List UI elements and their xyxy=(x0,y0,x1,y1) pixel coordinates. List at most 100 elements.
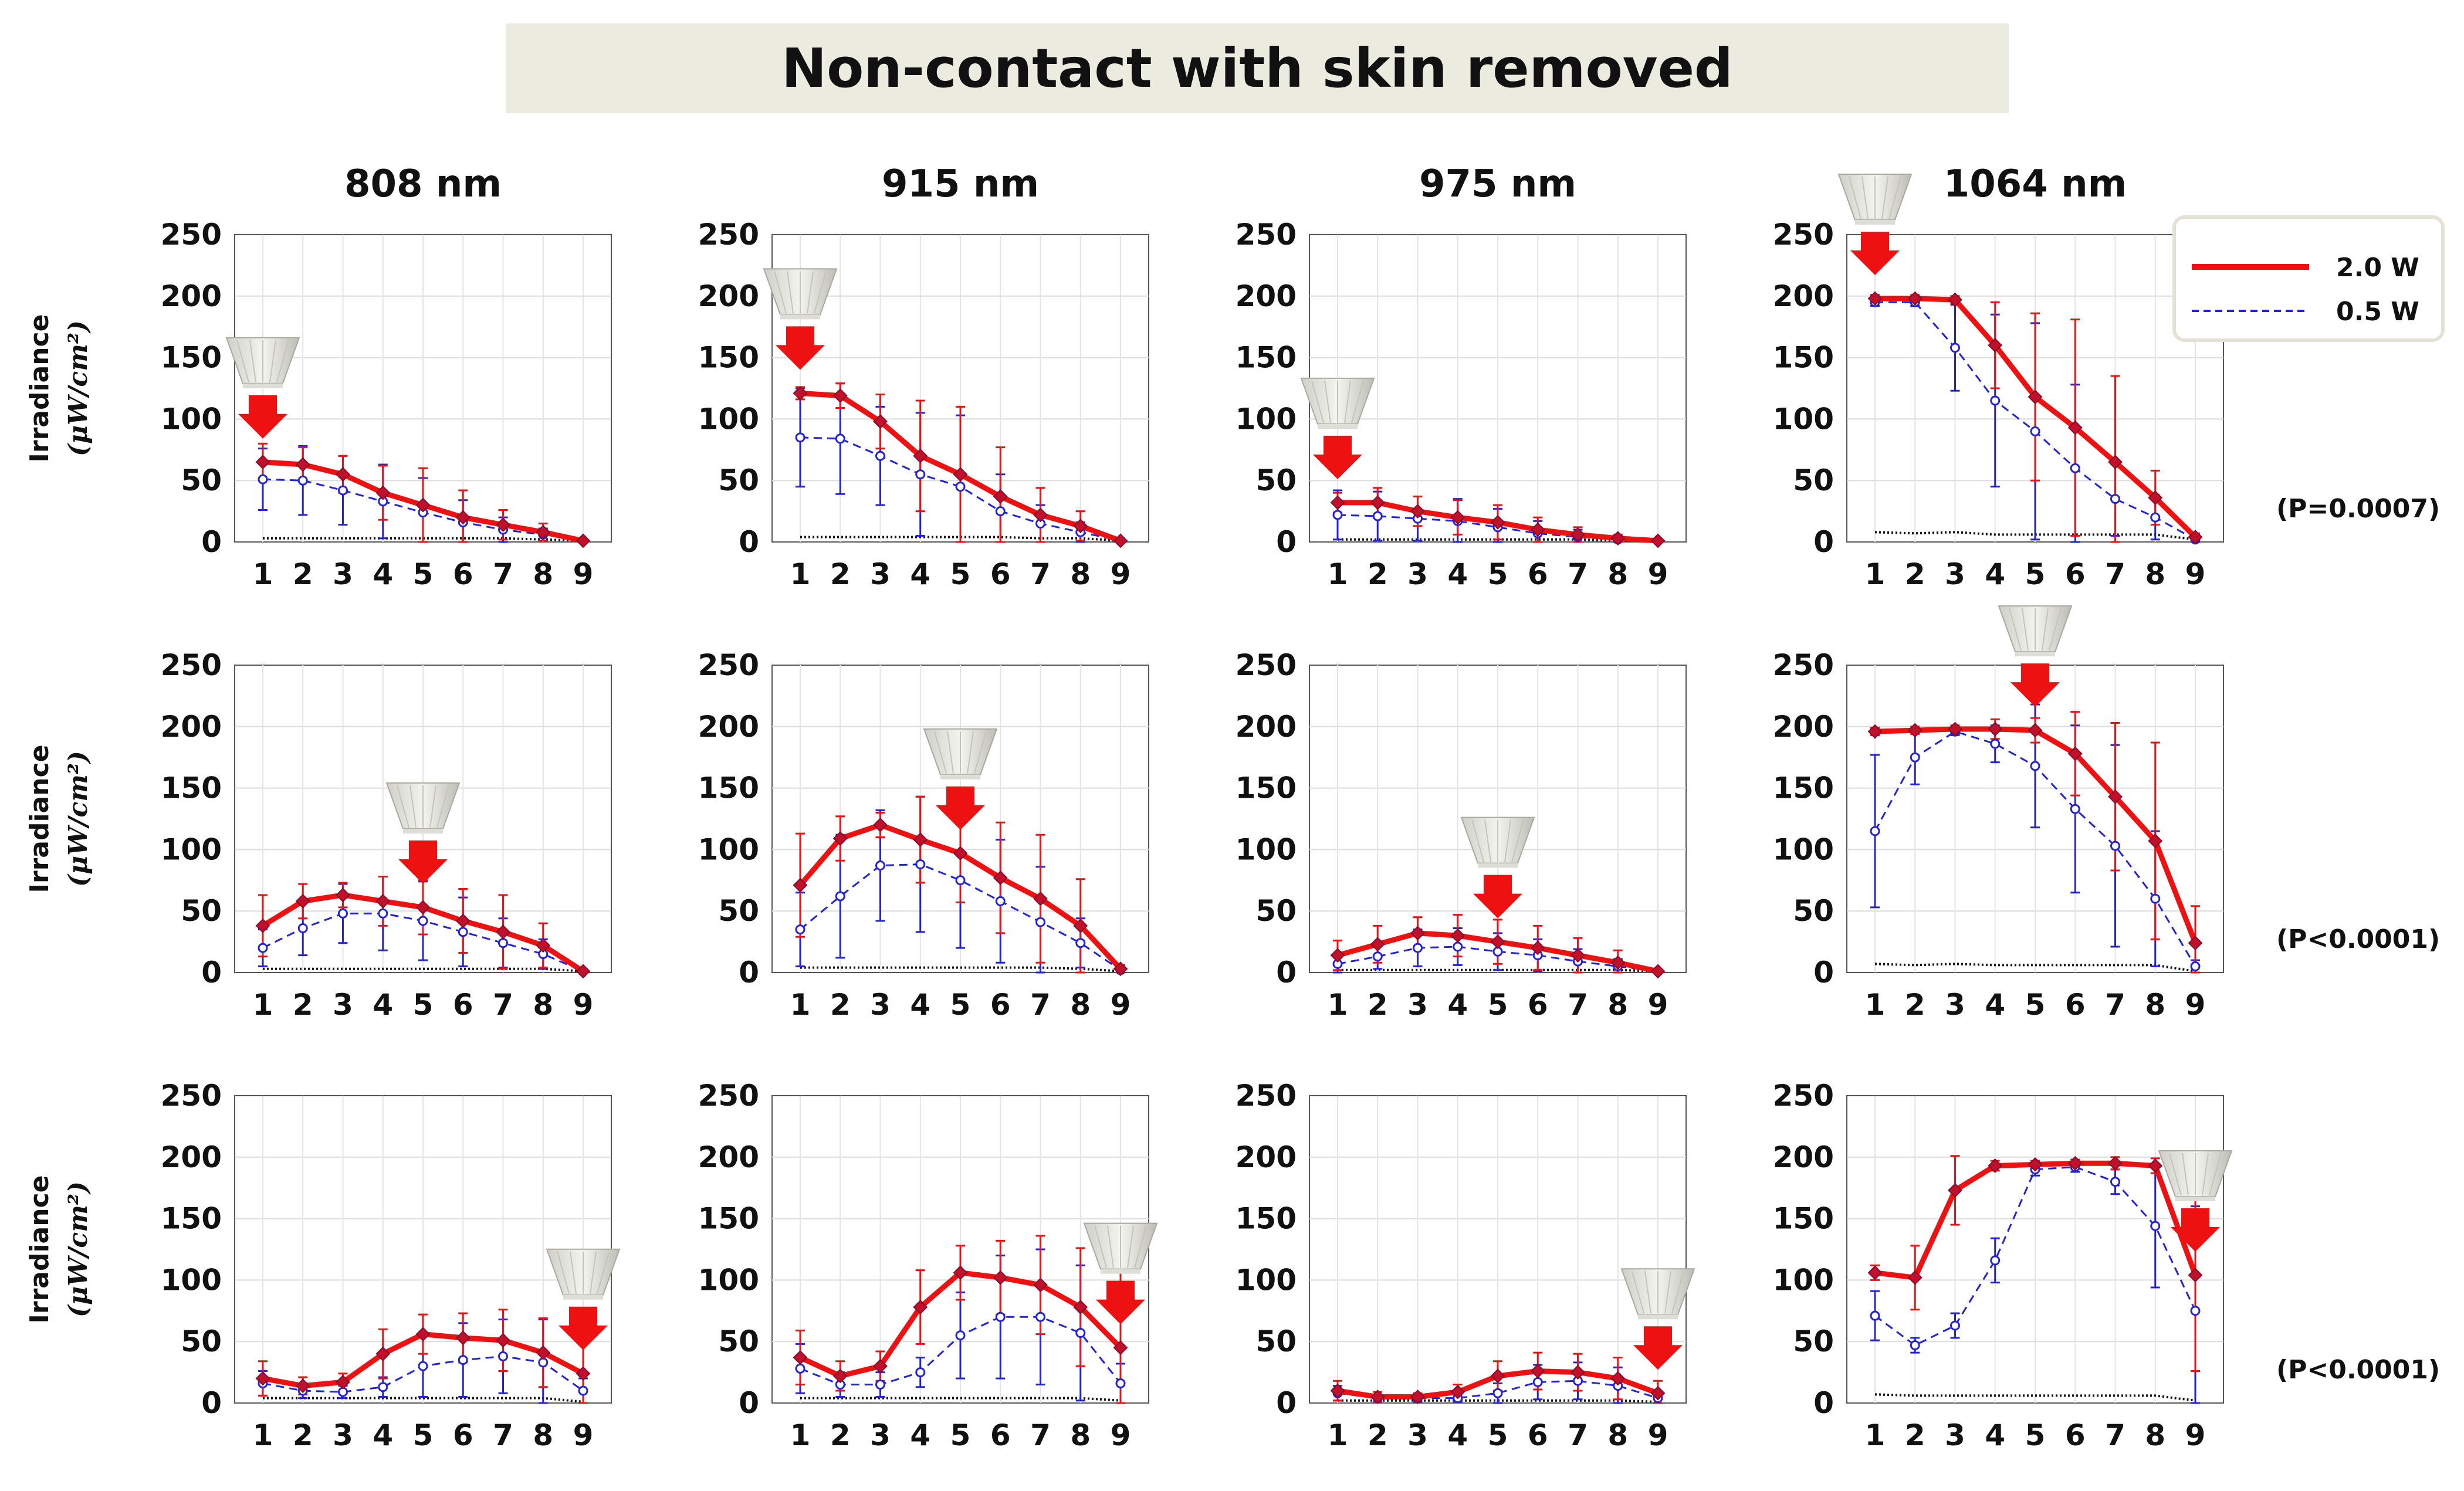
panel-r3-c4-ytick-label: 250 xyxy=(1773,1079,1834,1113)
panel-r3-c3-series-2.0W-point xyxy=(1410,1390,1425,1404)
panel-r3-c1-xtick-label: 3 xyxy=(333,1418,353,1452)
panel-r2-c2-series-2.0W-point xyxy=(793,877,808,893)
panel-r1-c3-lamp-rib xyxy=(1324,380,1331,423)
panel-r1-c3-series-0.5W-point xyxy=(1332,510,1343,520)
legend-label-2.0W: 2.0 W xyxy=(2336,253,2419,283)
panel-r1-c2-xtick-label: 9 xyxy=(1111,557,1131,591)
panel-r2-c2-down-arrow-icon xyxy=(936,786,985,830)
panel-r3-c1-down-arrow-icon xyxy=(559,1306,608,1350)
panel-r3-c4-xtick-label: 2 xyxy=(1905,1418,1925,1452)
panel-r3-c2-series-0.5W-point xyxy=(795,1363,805,1374)
panel-r3-c4-xtick-label: 9 xyxy=(2185,1418,2206,1452)
panel-r2-c2-ytick-label: 0 xyxy=(739,955,759,990)
panel-r2-c2-series-2.0W-point xyxy=(1113,961,1128,977)
panel-r3-c2-xtick-label: 3 xyxy=(870,1418,891,1452)
panel-r1-c4-series-0.5W-point xyxy=(2070,463,2080,473)
panel-r3-c3-xtick-label: 7 xyxy=(1568,1418,1588,1452)
panel-r1-c4-lamp-icon xyxy=(1837,173,1913,225)
panel-r3-c1-xtick-label: 9 xyxy=(573,1418,594,1452)
panel-r3-c1-xtick-label: 4 xyxy=(373,1418,393,1452)
panel-r3-c4-series-2.0W-point xyxy=(2067,1155,2083,1171)
panel-r2-c1-series-2.0W-point xyxy=(255,918,270,933)
panel-r2-c1-series-0.5W-point xyxy=(418,916,428,926)
panel-r2-c3-ytick-label: 250 xyxy=(1236,648,1297,682)
panel-r3-c1-ytick-label: 200 xyxy=(161,1140,222,1174)
panel-r3-c1-series-0.5W-point xyxy=(458,1355,468,1365)
panel-r1-c4: 0 50 100 150 200 250 1 2 3 4 5 6 7 8 9 xyxy=(1773,173,2224,591)
y-axis-label-row-3: Irradiance xyxy=(25,1175,55,1324)
panel-r2-c3-xtick-label: 1 xyxy=(1328,988,1348,1022)
panel-r3-c4-xtick-label: 5 xyxy=(2025,1418,2046,1452)
panel-r1-c3-lamp-base xyxy=(1318,423,1358,429)
panel-r3-c1-xtick-label: 1 xyxy=(253,1418,273,1452)
panel-r1-c2-xtick-label: 4 xyxy=(910,557,930,591)
panel-r1-c3-series-0.5W-point xyxy=(1372,511,1383,521)
title-banner: Non-contact with skin removed xyxy=(506,23,2009,113)
panel-r1-c4-ytick-label: 250 xyxy=(1773,218,1834,252)
panel-r3-c2-xtick-label: 2 xyxy=(830,1418,851,1452)
panel-r1-c1-series-2.0W-point xyxy=(496,517,510,533)
panel-r2-c4-series-2.0W-point xyxy=(1988,721,2003,737)
panel-r3-c4-series-2.0W-point xyxy=(2148,1158,2163,1173)
panel-r3-c2-series-2.0W-point xyxy=(913,1300,928,1314)
panel-r2-c1-series-0.5W-point xyxy=(498,938,508,948)
panel-r1-c4-series-2.0W-point xyxy=(2028,389,2043,405)
panel-r1-c2-lamp-rib xyxy=(814,271,827,314)
panel-r1-c2-series-0.5W-point xyxy=(915,469,926,480)
panel-r2-c2-series-0.5W-line xyxy=(800,863,1121,971)
panel-r1-c4-series-0.5W-point xyxy=(1950,343,1960,353)
panel-r1-c2-series-2.0W-point xyxy=(1033,507,1048,523)
panel-r2-c4-series-2.0W-point xyxy=(2067,746,2083,761)
panel-r1-c3-series-2.0W-point xyxy=(1490,515,1505,530)
panel-r1-c4-xtick-label: 1 xyxy=(1865,557,1886,591)
panel-r2-c4-series-2.0W-point xyxy=(2028,723,2043,738)
panel-r1-c4-series-2.0W-point xyxy=(1907,291,1923,306)
panel-r3-c1-series-0.5W-point xyxy=(498,1351,508,1361)
panel-r3-c2-xtick-label: 5 xyxy=(950,1418,971,1452)
panel-r1-c2-series-0.5W-point xyxy=(835,433,845,444)
panel-r2-c3-xtick-label: 3 xyxy=(1407,988,1428,1022)
panel-r3-c3-ytick-label: 250 xyxy=(1236,1079,1297,1113)
panel-r2-c1-down-arrow-icon xyxy=(398,840,448,884)
panel-r3-c3-xtick-label: 8 xyxy=(1607,1418,1628,1452)
y-axis-unit-row-3: (μW/cm²) xyxy=(63,1181,93,1317)
panel-r3-c1-series-0.5W-point xyxy=(578,1385,588,1396)
panel-r1-c4-ytick-label: 0 xyxy=(1813,525,1834,559)
panel-r3-c2: 0 50 100 150 200 250 1 2 3 4 5 6 7 8 9 xyxy=(698,1079,1158,1452)
panel-r3-c3-ytick-label: 0 xyxy=(1276,1386,1297,1420)
panel-r2-c3-lamp-rib xyxy=(1484,819,1491,862)
panel-r1-c1-lamp-rib xyxy=(276,340,289,383)
panel-r2-c3-xtick-label: 6 xyxy=(1528,988,1548,1022)
y-axis-unit-row-2: (μW/cm²) xyxy=(63,751,93,887)
panel-r1-c1-lamp-icon xyxy=(225,337,300,388)
panel-r3-c4-ytick-label: 50 xyxy=(1793,1324,1834,1358)
panel-r1-c1-down-arrow-icon xyxy=(238,395,287,439)
panel-r2-c3-ytick-label: 0 xyxy=(1276,955,1297,990)
panel-r1-c2-ytick-label: 150 xyxy=(698,341,759,375)
panel-r2-c3: 0 50 100 150 200 250 1 2 3 4 5 6 7 8 9 xyxy=(1236,648,1687,1022)
panel-r1-c4-series-2.0W-point xyxy=(1988,338,2003,353)
panel-r1-c2-series-2.0W-point xyxy=(1113,533,1128,548)
panel-r2-c1-ytick-label: 0 xyxy=(201,955,222,990)
panel-r1-c2-series-2.0W-point xyxy=(953,467,968,482)
panel-r2-c2-series-0.5W-point xyxy=(875,860,885,871)
panel-r1-c1-xtick-label: 5 xyxy=(413,557,434,591)
panel-r3-c1-baseline-series xyxy=(263,1397,584,1403)
panel-r3-c2-ytick-label: 50 xyxy=(718,1324,759,1358)
panel-r2-c2-baseline-series xyxy=(800,966,1121,972)
panel-r3-c4-series-2.0W-point xyxy=(2108,1155,2123,1171)
panel-r3-c3-xtick-label: 9 xyxy=(1648,1418,1668,1452)
panel-r2-c4-series-0.5W-point xyxy=(1870,826,1880,836)
panel-r2-c1-lamp-rib xyxy=(436,785,449,828)
panel-r3-c4-xtick-label: 6 xyxy=(2065,1418,2086,1452)
panel-r1-c1-series-2.0W-point xyxy=(415,497,431,513)
panel-r1-c1-series-2.0W-point xyxy=(455,510,471,525)
panel-r3-c3-xtick-label: 4 xyxy=(1447,1418,1468,1452)
panel-r2-c1-lamp-rib xyxy=(409,785,417,828)
panel-r1-c4-series-0.5W-point xyxy=(1990,395,2001,406)
panel-r1-c3-xtick-label: 2 xyxy=(1368,557,1388,591)
panel-r2-c1-ytick-label: 50 xyxy=(181,894,222,928)
panel-r2-c3-lamp-icon xyxy=(1460,816,1535,868)
panel-r2-c2-series-0.5W-point xyxy=(835,891,845,902)
panel-r1-c3-lamp-rib xyxy=(1344,380,1351,423)
